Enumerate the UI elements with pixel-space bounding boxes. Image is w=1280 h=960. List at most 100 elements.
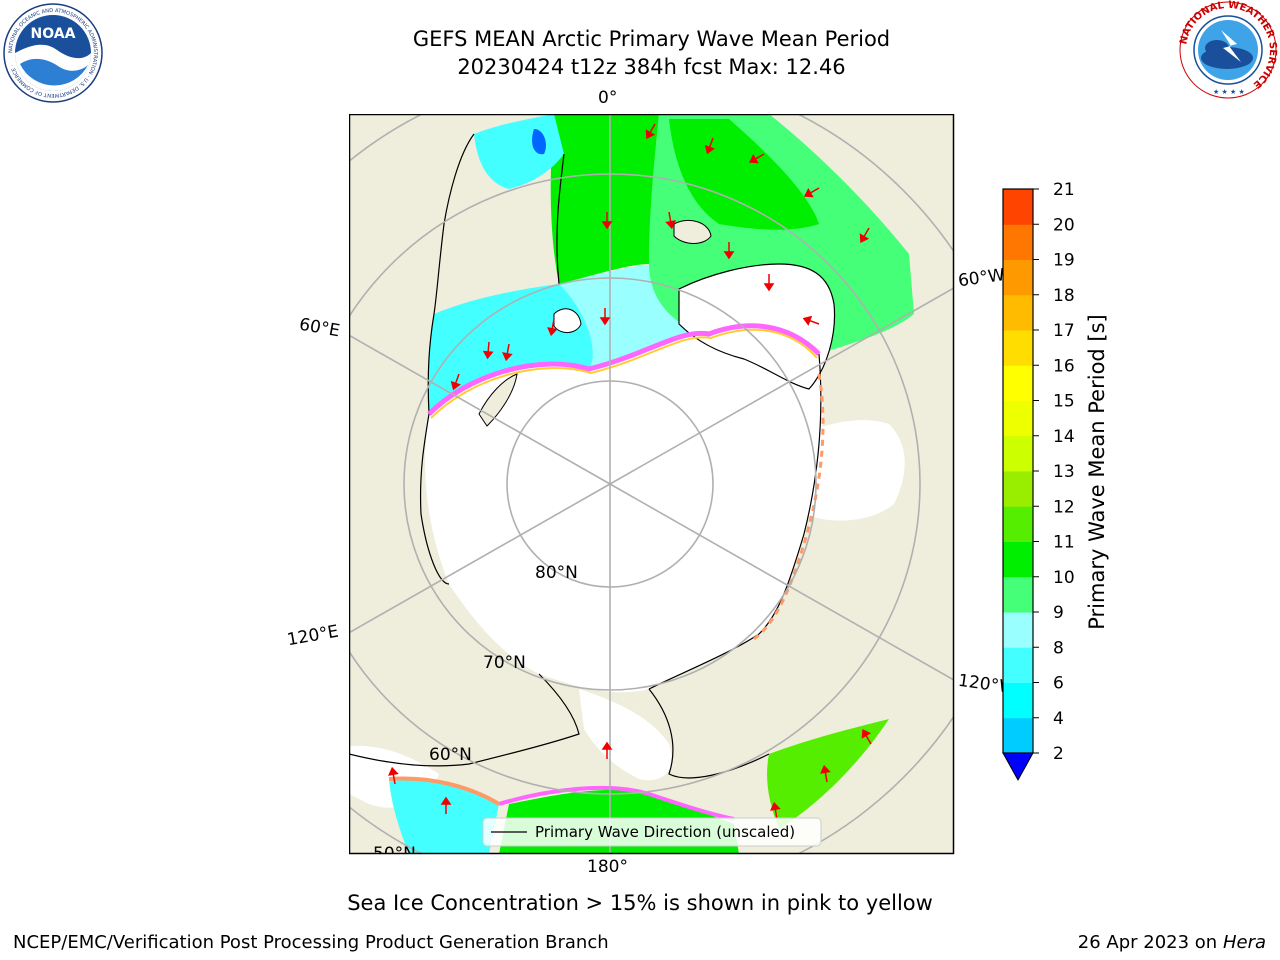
wave-arrow <box>802 315 820 326</box>
colorbar-bin <box>1003 541 1033 578</box>
svalbard <box>553 308 582 333</box>
wave-arrow <box>601 741 613 759</box>
colorbar-bin <box>1003 259 1033 296</box>
wave-arrow <box>859 227 870 244</box>
wave-arrow <box>748 153 765 164</box>
colorbar-tick-label: 18 <box>1053 286 1075 306</box>
colorbar-bin <box>1003 717 1033 754</box>
wave-arrow <box>450 373 461 391</box>
colorbar-tick-label: 16 <box>1053 356 1075 376</box>
ice-edge-canada <box>753 373 825 641</box>
pacific-waves-west <box>389 779 499 854</box>
noaa-logo: NOAA NATIONAL OCEANIC AND ATMOSPHERIC AD… <box>3 3 103 103</box>
colorbar-bin <box>1003 294 1033 331</box>
colorbar-tick-label: 15 <box>1053 392 1075 412</box>
colorbar-bin <box>1003 682 1033 719</box>
colorbar-tick-label: 13 <box>1053 462 1075 482</box>
legend-box: Primary Wave Direction (unscaled) <box>482 817 822 847</box>
siberia-coastline <box>349 673 580 767</box>
baltic-sea-deep <box>532 129 546 155</box>
chart-title: GEFS MEAN Arctic Primary Wave Mean Perio… <box>412 27 891 51</box>
colorbar-tick-label: 11 <box>1053 533 1075 553</box>
footer-host: Hera <box>1222 932 1266 953</box>
colorbar-tick-label: 9 <box>1053 603 1064 623</box>
colorbar-bin <box>1003 612 1033 648</box>
wave-arrow <box>723 242 735 260</box>
colorbar-bin <box>1003 189 1033 225</box>
colorbar-bin <box>1003 365 1033 401</box>
wave-arrow <box>763 274 775 292</box>
wave-arrow <box>547 318 558 337</box>
wave-arrow <box>861 728 872 745</box>
colorbar: 2 4 6 8 9 10 11 12 13 14 15 16 17 18 19 20 21 <box>1002 180 1075 782</box>
nws-logo: NATIONAL WEATHER SERVICE ★ ★ ★ ★ <box>1178 0 1278 99</box>
colorbar-tick-label: 2 <box>1053 744 1064 764</box>
wave-arrow <box>502 343 513 362</box>
sea-ice-note: Sea Ice Concentration > 15% is shown in … <box>347 891 933 915</box>
footer-credit: NCEP/EMC/Verification Post Processing Pr… <box>13 932 609 953</box>
wave-arrow <box>820 764 831 783</box>
ice-edge-atlantic <box>427 323 821 416</box>
arctic-map: 80°N 70°N 60°N 50°N Primary Wave Directi… <box>349 114 955 855</box>
colorbar-bin <box>1003 400 1033 437</box>
wave-arrow <box>704 137 715 155</box>
colorbar-bin <box>1003 647 1033 683</box>
wave-arrow <box>482 341 494 360</box>
footer-date-text: 26 Apr 2023 on <box>1077 932 1223 953</box>
hudson-bay-ice <box>779 420 905 521</box>
svg-text:★ ★ ★ ★: ★ ★ ★ ★ <box>1213 88 1245 96</box>
lat-label-80: 80°N <box>535 563 578 583</box>
map-frame <box>349 114 955 855</box>
ice-edge-okhotsk <box>388 776 501 806</box>
wave-direction-arrows <box>388 123 872 820</box>
colorbar-bin <box>1003 471 1033 507</box>
lat-label-60: 60°N <box>429 745 472 765</box>
scandinavia-coastline <box>433 133 565 315</box>
arctic-sea-ice <box>425 325 824 693</box>
footer-date: 26 Apr 2023 on Hera <box>1078 932 1266 953</box>
wave-arrow <box>601 212 613 230</box>
colorbar-tick-label: 12 <box>1053 497 1075 517</box>
wave-arrow <box>599 308 611 326</box>
colorbar-tick-label: 14 <box>1053 427 1075 447</box>
colorbar-extend-arrow <box>1002 752 1034 782</box>
wave-arrow <box>770 801 781 820</box>
colorbar-tick-label: 21 <box>1053 180 1075 200</box>
lon-label-120e: 120°E <box>285 621 341 651</box>
iceland <box>673 220 712 244</box>
colorbar-bin <box>1003 435 1033 472</box>
lon-label-60e: 60°E <box>297 314 342 342</box>
colorbar-tick-label: 20 <box>1053 215 1075 235</box>
colorbar-bin <box>1003 330 1033 366</box>
ice-edge-atlantic-inner <box>430 328 818 419</box>
wave-arrow <box>645 123 656 140</box>
colorbar-tick-label: 8 <box>1053 638 1064 658</box>
lon-label-180: 180° <box>587 857 628 877</box>
bering-sea-ice <box>579 689 672 781</box>
lat-label-70: 70°N <box>483 653 526 673</box>
barents-sea-waves <box>428 284 593 414</box>
eurasia-coastline <box>419 313 450 585</box>
colorbar-tick-label: 19 <box>1053 251 1075 271</box>
north-atlantic-waves <box>550 114 659 284</box>
gulf-of-alaska-waves <box>767 719 889 829</box>
lon-label-0: 0° <box>598 88 618 108</box>
wave-arrow <box>803 187 820 198</box>
colorbar-title: Primary Wave Mean Period [s] <box>1085 314 1109 630</box>
colorbar-tick-label: 4 <box>1053 709 1064 729</box>
wave-arrow <box>665 211 676 230</box>
colorbar-bin <box>1003 576 1033 613</box>
graticule <box>349 114 954 854</box>
wave-arrow <box>440 796 452 814</box>
colorbar-tick-label: 17 <box>1053 321 1075 341</box>
chart-subtitle: 20230424 t12z 384h fcst Max: 12.46 <box>457 55 846 79</box>
legend-label: Primary Wave Direction (unscaled) <box>535 823 795 841</box>
wave-arrow <box>388 766 399 785</box>
svg-text:NOAA: NOAA <box>31 26 76 42</box>
colorbar-bin <box>1003 224 1033 260</box>
colorbar-tick-label: 10 <box>1053 568 1075 588</box>
colorbar-tick-label: 6 <box>1053 674 1064 694</box>
colorbar-bin <box>1003 506 1033 542</box>
north-america-coastline <box>648 353 822 690</box>
lat-label-50: 50°N <box>373 844 416 855</box>
